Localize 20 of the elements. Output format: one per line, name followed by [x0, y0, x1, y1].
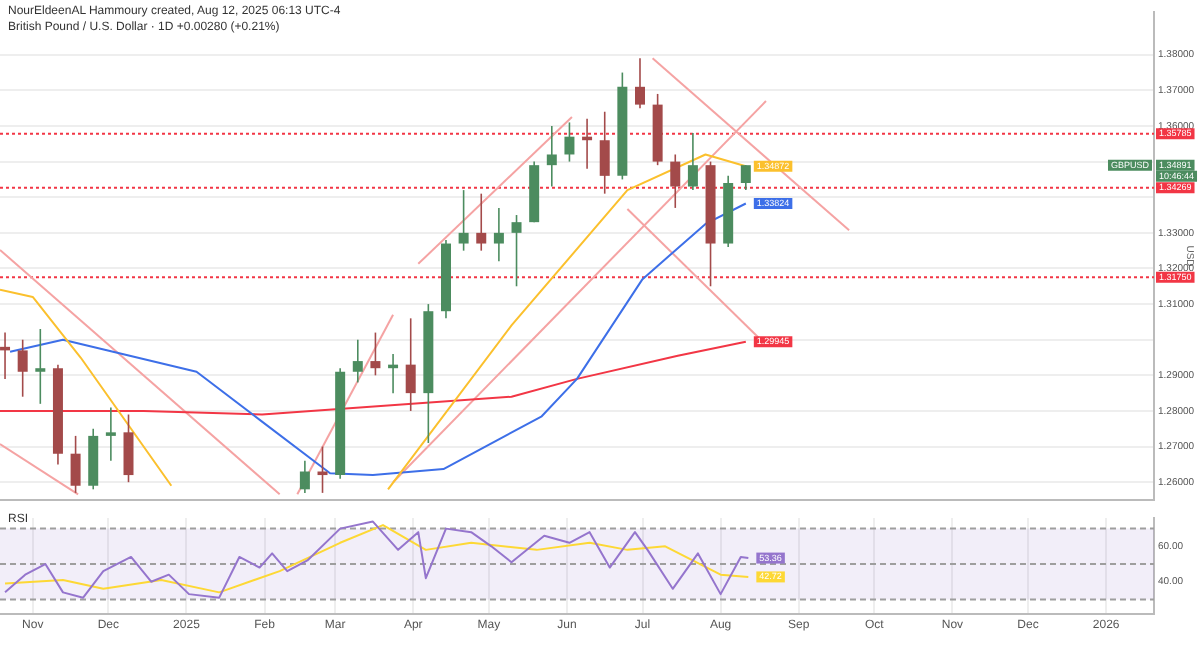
candlestick [352, 338, 363, 384]
candlestick [17, 338, 28, 398]
candlestick [458, 189, 469, 252]
candlestick [493, 207, 504, 263]
candlestick [599, 110, 610, 195]
candlestick [511, 214, 522, 288]
candlestick [405, 317, 416, 412]
candlestick [370, 331, 381, 377]
candlestick [105, 406, 116, 462]
candlestick [670, 153, 681, 209]
candlestick [564, 121, 575, 163]
candlestick [546, 125, 557, 188]
candlestick [740, 164, 751, 191]
candlestick [687, 132, 698, 191]
candlestick [299, 460, 310, 494]
candlestick [70, 435, 81, 494]
candlestick [123, 413, 134, 483]
candlestick [476, 192, 487, 252]
candlestick [35, 328, 46, 405]
candlestick [634, 57, 645, 109]
